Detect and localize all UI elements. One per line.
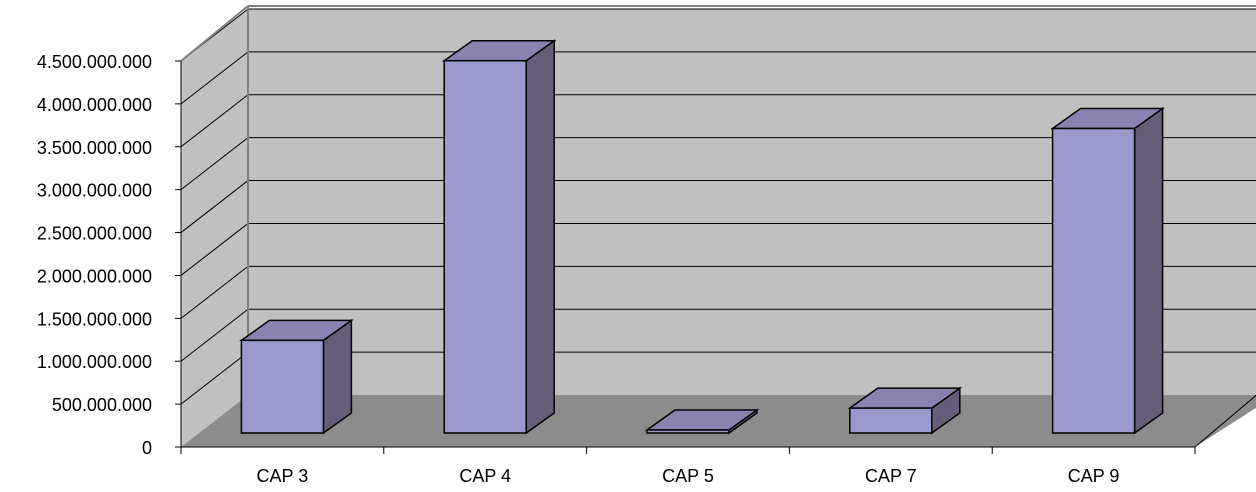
side-gridline xyxy=(180,51,249,105)
y-tick-label: 3.000.000.000 xyxy=(37,181,152,201)
bar-cap-5 xyxy=(644,408,760,435)
axes xyxy=(175,5,1256,454)
y-tick-label: 2.000.000.000 xyxy=(37,266,152,286)
y-tick-label: 0 xyxy=(142,438,152,458)
side-gridline xyxy=(180,94,249,148)
y-tick-label: 1.000.000.000 xyxy=(37,352,152,372)
bar-front xyxy=(1051,127,1136,434)
side-gridline xyxy=(180,351,249,405)
side-wall-top-edge xyxy=(180,5,249,62)
y-tick-label: 3.500.000.000 xyxy=(37,138,152,158)
bar-front xyxy=(849,407,933,434)
bars xyxy=(239,39,1165,435)
side-gridline xyxy=(180,223,249,276)
bar-side xyxy=(1133,107,1164,435)
side-gridline xyxy=(180,137,249,191)
x-tick-label: CAP 9 xyxy=(1068,466,1120,486)
bar-cap-4 xyxy=(441,39,557,435)
side-gridline xyxy=(180,308,249,362)
bar-cap-7 xyxy=(847,386,963,435)
y-tick-label: 2.500.000.000 xyxy=(37,224,152,244)
x-tick-label: CAP 4 xyxy=(459,466,511,486)
y-tick-label: 4.500.000.000 xyxy=(37,52,152,72)
x-tick-label: CAP 7 xyxy=(865,466,917,486)
y-tick-label: 4.000.000.000 xyxy=(37,95,152,115)
bar-front xyxy=(240,339,325,434)
side-wall xyxy=(181,9,248,447)
bar-cap-9 xyxy=(1050,107,1165,435)
bar-cap-3 xyxy=(239,318,354,435)
tick-labels: 0 500.000.000 1.000.000.000 1.500.000.000 2.… xyxy=(37,52,1120,486)
x-tick-label: CAP 5 xyxy=(662,466,714,486)
y-tick-label: 500.000.000 xyxy=(52,395,152,415)
x-axis-depth xyxy=(1194,394,1256,448)
x-tick-label: CAP 3 xyxy=(257,466,309,486)
y-tick-label: 1.500.000.000 xyxy=(37,309,152,329)
bar-front xyxy=(443,59,527,434)
side-gridline xyxy=(180,265,249,319)
bar-front xyxy=(646,429,730,434)
side-gridline xyxy=(180,180,249,233)
bar-side xyxy=(525,39,555,435)
